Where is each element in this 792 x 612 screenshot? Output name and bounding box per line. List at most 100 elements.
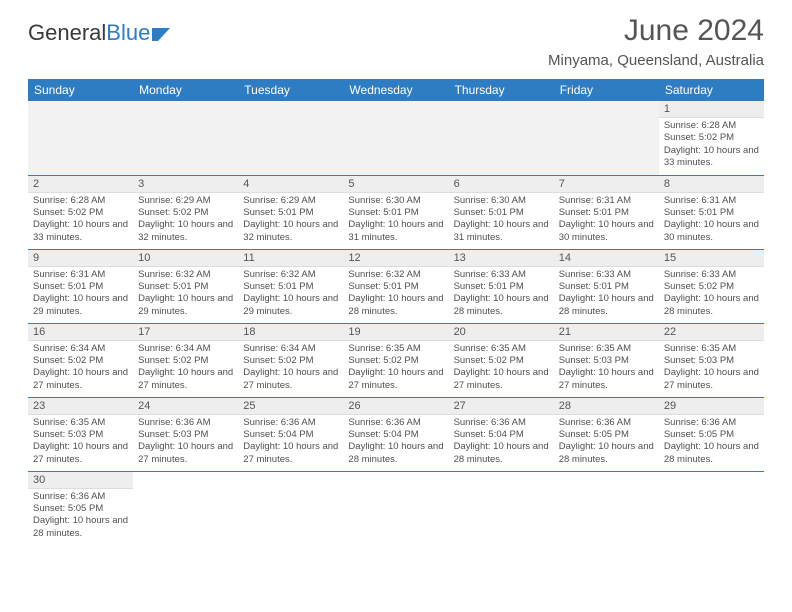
day-number: 26 <box>343 398 448 415</box>
day-details: Sunrise: 6:29 AMSunset: 5:02 PMDaylight:… <box>133 193 238 247</box>
day-cell: 27Sunrise: 6:36 AMSunset: 5:04 PMDayligh… <box>449 397 554 471</box>
day-cell <box>133 101 238 175</box>
day-cell: 11Sunrise: 6:32 AMSunset: 5:01 PMDayligh… <box>238 249 343 323</box>
day-cell <box>449 101 554 175</box>
calendar-head: SundayMondayTuesdayWednesdayThursdayFrid… <box>28 79 764 101</box>
day-number: 28 <box>554 398 659 415</box>
day-cell: 24Sunrise: 6:36 AMSunset: 5:03 PMDayligh… <box>133 397 238 471</box>
day-cell: 10Sunrise: 6:32 AMSunset: 5:01 PMDayligh… <box>133 249 238 323</box>
day-cell <box>554 101 659 175</box>
day-number: 10 <box>133 250 238 267</box>
logo-text-1: General <box>28 20 106 46</box>
day-cell <box>343 471 448 545</box>
day-details: Sunrise: 6:36 AMSunset: 5:04 PMDaylight:… <box>343 415 448 469</box>
day-number: 4 <box>238 176 343 193</box>
day-details: Sunrise: 6:36 AMSunset: 5:05 PMDaylight:… <box>28 489 133 543</box>
day-details: Sunrise: 6:30 AMSunset: 5:01 PMDaylight:… <box>343 193 448 247</box>
day-cell: 21Sunrise: 6:35 AMSunset: 5:03 PMDayligh… <box>554 323 659 397</box>
day-details: Sunrise: 6:35 AMSunset: 5:03 PMDaylight:… <box>659 341 764 395</box>
day-number: 14 <box>554 250 659 267</box>
day-number: 2 <box>28 176 133 193</box>
logo: GeneralBlue <box>28 20 174 46</box>
month-title: June 2024 <box>548 14 764 48</box>
day-details: Sunrise: 6:33 AMSunset: 5:02 PMDaylight:… <box>659 267 764 321</box>
day-number: 19 <box>343 324 448 341</box>
day-cell: 16Sunrise: 6:34 AMSunset: 5:02 PMDayligh… <box>28 323 133 397</box>
day-details: Sunrise: 6:32 AMSunset: 5:01 PMDaylight:… <box>133 267 238 321</box>
calendar-page: GeneralBlue June 2024 Minyama, Queenslan… <box>0 0 792 559</box>
day-header: Saturday <box>659 79 764 101</box>
day-number: 9 <box>28 250 133 267</box>
day-header: Sunday <box>28 79 133 101</box>
day-cell: 30Sunrise: 6:36 AMSunset: 5:05 PMDayligh… <box>28 471 133 545</box>
week-row: 16Sunrise: 6:34 AMSunset: 5:02 PMDayligh… <box>28 323 764 397</box>
day-number: 7 <box>554 176 659 193</box>
day-number: 11 <box>238 250 343 267</box>
day-details: Sunrise: 6:31 AMSunset: 5:01 PMDaylight:… <box>28 267 133 321</box>
calendar-body: 1Sunrise: 6:28 AMSunset: 5:02 PMDaylight… <box>28 101 764 545</box>
calendar-grid: SundayMondayTuesdayWednesdayThursdayFrid… <box>28 79 764 545</box>
day-cell <box>449 471 554 545</box>
day-details: Sunrise: 6:36 AMSunset: 5:03 PMDaylight:… <box>133 415 238 469</box>
day-cell <box>343 101 448 175</box>
day-header: Monday <box>133 79 238 101</box>
location-text: Minyama, Queensland, Australia <box>548 52 764 69</box>
page-header: GeneralBlue June 2024 Minyama, Queenslan… <box>28 14 764 69</box>
logo-text-2: Blue <box>106 20 150 46</box>
day-number: 5 <box>343 176 448 193</box>
day-number: 24 <box>133 398 238 415</box>
week-row: 2Sunrise: 6:28 AMSunset: 5:02 PMDaylight… <box>28 175 764 249</box>
day-details: Sunrise: 6:35 AMSunset: 5:03 PMDaylight:… <box>28 415 133 469</box>
day-number: 27 <box>449 398 554 415</box>
day-details: Sunrise: 6:33 AMSunset: 5:01 PMDaylight:… <box>554 267 659 321</box>
day-cell: 4Sunrise: 6:29 AMSunset: 5:01 PMDaylight… <box>238 175 343 249</box>
day-cell: 3Sunrise: 6:29 AMSunset: 5:02 PMDaylight… <box>133 175 238 249</box>
day-number: 12 <box>343 250 448 267</box>
day-cell: 5Sunrise: 6:30 AMSunset: 5:01 PMDaylight… <box>343 175 448 249</box>
day-number: 29 <box>659 398 764 415</box>
day-details: Sunrise: 6:32 AMSunset: 5:01 PMDaylight:… <box>238 267 343 321</box>
day-details: Sunrise: 6:36 AMSunset: 5:04 PMDaylight:… <box>238 415 343 469</box>
day-details: Sunrise: 6:31 AMSunset: 5:01 PMDaylight:… <box>554 193 659 247</box>
day-details: Sunrise: 6:36 AMSunset: 5:05 PMDaylight:… <box>659 415 764 469</box>
day-cell: 1Sunrise: 6:28 AMSunset: 5:02 PMDaylight… <box>659 101 764 175</box>
day-header: Friday <box>554 79 659 101</box>
day-details: Sunrise: 6:32 AMSunset: 5:01 PMDaylight:… <box>343 267 448 321</box>
day-header: Wednesday <box>343 79 448 101</box>
day-cell <box>554 471 659 545</box>
day-number: 21 <box>554 324 659 341</box>
day-cell: 26Sunrise: 6:36 AMSunset: 5:04 PMDayligh… <box>343 397 448 471</box>
day-details: Sunrise: 6:34 AMSunset: 5:02 PMDaylight:… <box>28 341 133 395</box>
day-number: 20 <box>449 324 554 341</box>
day-cell: 19Sunrise: 6:35 AMSunset: 5:02 PMDayligh… <box>343 323 448 397</box>
day-header: Tuesday <box>238 79 343 101</box>
day-number: 1 <box>659 101 764 118</box>
day-number: 3 <box>133 176 238 193</box>
day-cell: 7Sunrise: 6:31 AMSunset: 5:01 PMDaylight… <box>554 175 659 249</box>
logo-flag-icon <box>152 25 174 41</box>
day-cell: 28Sunrise: 6:36 AMSunset: 5:05 PMDayligh… <box>554 397 659 471</box>
day-header-row: SundayMondayTuesdayWednesdayThursdayFrid… <box>28 79 764 101</box>
day-number: 18 <box>238 324 343 341</box>
day-number: 6 <box>449 176 554 193</box>
day-details: Sunrise: 6:28 AMSunset: 5:02 PMDaylight:… <box>659 118 764 172</box>
day-details: Sunrise: 6:35 AMSunset: 5:02 PMDaylight:… <box>343 341 448 395</box>
day-number: 22 <box>659 324 764 341</box>
day-details: Sunrise: 6:36 AMSunset: 5:05 PMDaylight:… <box>554 415 659 469</box>
week-row: 23Sunrise: 6:35 AMSunset: 5:03 PMDayligh… <box>28 397 764 471</box>
day-details: Sunrise: 6:34 AMSunset: 5:02 PMDaylight:… <box>133 341 238 395</box>
day-cell: 23Sunrise: 6:35 AMSunset: 5:03 PMDayligh… <box>28 397 133 471</box>
week-row: 9Sunrise: 6:31 AMSunset: 5:01 PMDaylight… <box>28 249 764 323</box>
day-cell: 8Sunrise: 6:31 AMSunset: 5:01 PMDaylight… <box>659 175 764 249</box>
day-number: 23 <box>28 398 133 415</box>
day-cell: 22Sunrise: 6:35 AMSunset: 5:03 PMDayligh… <box>659 323 764 397</box>
day-details: Sunrise: 6:36 AMSunset: 5:04 PMDaylight:… <box>449 415 554 469</box>
week-row: 1Sunrise: 6:28 AMSunset: 5:02 PMDaylight… <box>28 101 764 175</box>
day-number: 15 <box>659 250 764 267</box>
day-cell: 20Sunrise: 6:35 AMSunset: 5:02 PMDayligh… <box>449 323 554 397</box>
day-cell: 17Sunrise: 6:34 AMSunset: 5:02 PMDayligh… <box>133 323 238 397</box>
day-details: Sunrise: 6:33 AMSunset: 5:01 PMDaylight:… <box>449 267 554 321</box>
day-cell: 14Sunrise: 6:33 AMSunset: 5:01 PMDayligh… <box>554 249 659 323</box>
day-cell: 12Sunrise: 6:32 AMSunset: 5:01 PMDayligh… <box>343 249 448 323</box>
day-cell: 29Sunrise: 6:36 AMSunset: 5:05 PMDayligh… <box>659 397 764 471</box>
